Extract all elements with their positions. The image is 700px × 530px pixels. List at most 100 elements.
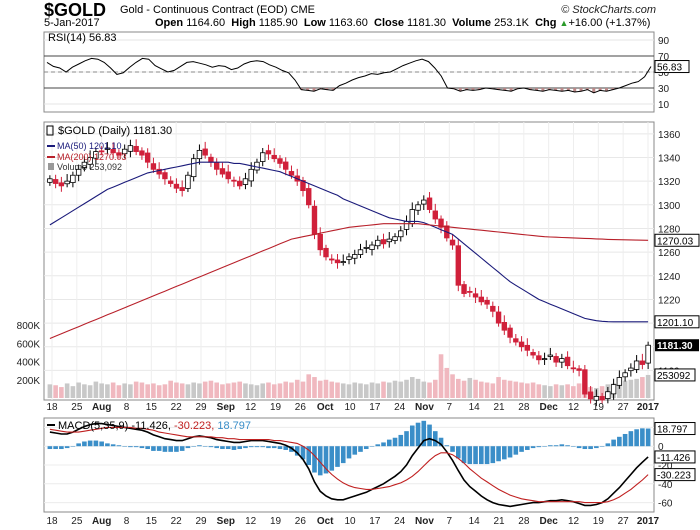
open-label: Open bbox=[155, 17, 184, 29]
price-x-tick-label: 19 bbox=[593, 402, 605, 413]
volume-bar bbox=[335, 382, 340, 398]
price-candle bbox=[196, 149, 203, 160]
volume-bar bbox=[312, 377, 317, 398]
macd-x-tick-label: 19 bbox=[593, 516, 605, 527]
macd-histogram-bar bbox=[536, 446, 542, 448]
macd-histogram-bar bbox=[617, 436, 622, 447]
macd-histogram-bar bbox=[59, 446, 64, 450]
macd-x-tick-label: 19 bbox=[270, 516, 282, 527]
macd-histogram-bar bbox=[254, 446, 260, 448]
high-label: High bbox=[231, 17, 256, 29]
macd-histogram-bar bbox=[363, 446, 369, 450]
volume-bar bbox=[427, 382, 432, 398]
price-candle bbox=[334, 259, 341, 264]
macd-histogram-bar bbox=[542, 446, 547, 447]
rsi-line bbox=[46, 57, 652, 94]
macd-current-label: -11.426 bbox=[657, 453, 691, 464]
macd-histogram-bar bbox=[634, 429, 639, 447]
macd-histogram-bar bbox=[47, 446, 53, 450]
price-candle bbox=[156, 168, 162, 175]
price-candle bbox=[283, 161, 289, 170]
macd-x-tick-label: 15 bbox=[146, 516, 158, 527]
volume-bar bbox=[553, 384, 559, 398]
high-value: 1185.90 bbox=[258, 17, 298, 29]
price-candle bbox=[340, 261, 346, 263]
price-x-tick-label: Dec bbox=[539, 402, 558, 413]
volume-bar bbox=[467, 377, 473, 398]
macd-histogram-current-box bbox=[654, 422, 696, 436]
price-x-tick-label: Nov bbox=[415, 402, 434, 413]
price-x-tick-label: 17 bbox=[369, 402, 381, 413]
volume-bar bbox=[64, 383, 70, 398]
ma50-current-label: 1201.10 bbox=[657, 318, 694, 329]
volume-tick-label: 800K bbox=[17, 321, 41, 332]
volume-bar bbox=[432, 379, 438, 398]
volume-bar bbox=[156, 385, 162, 398]
macd-histogram-bar bbox=[225, 446, 231, 450]
price-candle bbox=[455, 245, 461, 286]
macd-histogram-bar bbox=[611, 439, 616, 447]
macd-histogram-bar bbox=[461, 446, 467, 464]
volume-bar bbox=[294, 379, 300, 398]
price-candle bbox=[300, 180, 306, 192]
low-value: 1163.60 bbox=[328, 17, 368, 29]
price-candle bbox=[213, 162, 220, 170]
macd-histogram-bar bbox=[122, 446, 127, 447]
volume-bar bbox=[283, 381, 289, 398]
volume-current-box bbox=[654, 368, 696, 382]
price-candle bbox=[104, 147, 111, 150]
volume-bar bbox=[248, 384, 254, 398]
volume-bar bbox=[352, 382, 358, 398]
last-close-box bbox=[655, 339, 699, 352]
price-candle bbox=[610, 384, 617, 395]
price-x-tick-label: 22 bbox=[171, 402, 183, 413]
volume-bar bbox=[202, 381, 208, 398]
rsi-title: RSI(14) 56.83 bbox=[48, 32, 116, 44]
macd-histogram-bar bbox=[128, 446, 133, 448]
price-x-tick-label: 21 bbox=[493, 402, 505, 413]
volume-bar bbox=[473, 379, 478, 398]
volume-bar bbox=[237, 381, 243, 398]
price-candle bbox=[133, 145, 139, 152]
macd-histogram-bar bbox=[110, 444, 116, 447]
close-label: Close bbox=[374, 17, 404, 29]
price-tick-label: 1260 bbox=[658, 248, 681, 259]
volume-tick-label: 400K bbox=[17, 358, 41, 369]
macd-histogram-bar bbox=[502, 446, 507, 460]
price-candle bbox=[576, 368, 582, 371]
price-tick-label: 1220 bbox=[658, 295, 681, 306]
macd-histogram-bar bbox=[168, 446, 173, 452]
price-candle bbox=[587, 391, 594, 400]
price-candle bbox=[392, 236, 398, 241]
price-x-tick-label: 26 bbox=[295, 402, 307, 413]
price-candle bbox=[139, 150, 145, 156]
price-candle bbox=[530, 352, 536, 356]
macd-title: MACD(5,35,9) -11.426, -30.223, 18.797 bbox=[58, 420, 251, 432]
price-candle bbox=[150, 163, 157, 170]
macd-histogram-bar bbox=[139, 446, 145, 449]
price-candle bbox=[553, 356, 559, 363]
price-candle bbox=[110, 149, 116, 154]
volume-bar bbox=[243, 383, 248, 398]
volume-bar bbox=[225, 383, 231, 398]
volume-bar bbox=[105, 384, 110, 398]
macd-histogram-bar bbox=[479, 446, 484, 465]
price-candle bbox=[593, 396, 600, 401]
volume-bar bbox=[622, 380, 628, 398]
rsi-tick-label: 70 bbox=[658, 52, 670, 63]
macd-histogram-bar bbox=[243, 446, 248, 449]
macd-histogram-bar bbox=[76, 443, 81, 447]
volume-bar bbox=[99, 383, 104, 398]
macd-histogram-bar bbox=[220, 446, 225, 450]
volume-bar bbox=[76, 382, 81, 398]
contract-name: Gold - Continuous Contract (EOD) CME bbox=[120, 4, 315, 16]
macd-histogram-bar bbox=[438, 437, 444, 447]
volume-bar bbox=[548, 386, 553, 398]
price-x-tick-label: 10 bbox=[344, 402, 356, 413]
volume-bar bbox=[139, 382, 145, 398]
macd-x-tick-label: 29 bbox=[195, 516, 207, 527]
volume-bar bbox=[116, 385, 122, 398]
price-candle bbox=[622, 372, 628, 378]
macd-histogram-current-label: 18.797 bbox=[657, 425, 688, 436]
